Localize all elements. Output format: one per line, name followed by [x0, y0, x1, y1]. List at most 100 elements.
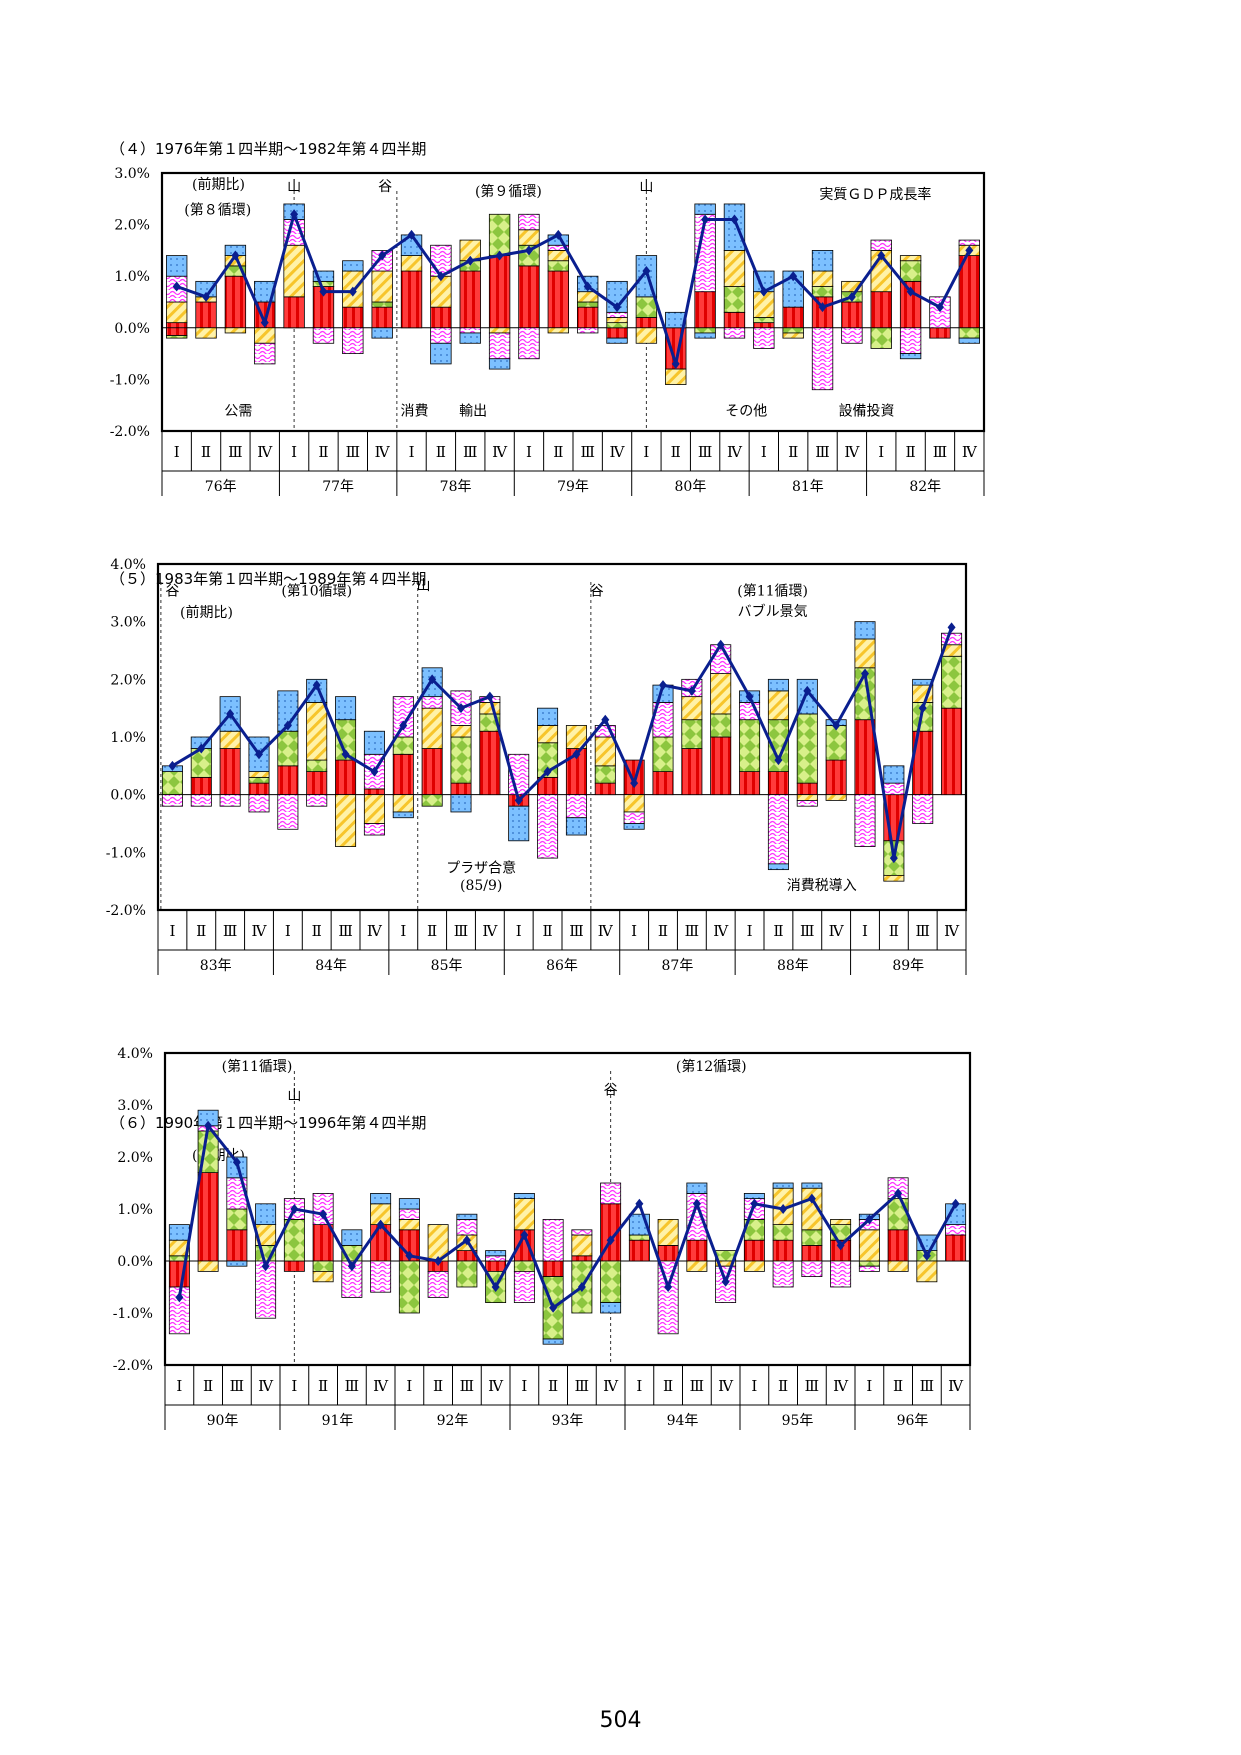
bar-exports [854, 794, 876, 847]
bar-other [883, 765, 905, 784]
gdp-point [428, 674, 437, 685]
gdp-point [716, 639, 725, 650]
year-label: 82年 [909, 479, 941, 495]
quarter-label: Ⅰ [174, 443, 180, 461]
bar-exports [945, 1224, 967, 1236]
quarter-label: Ⅲ [223, 922, 237, 940]
bar-investment [958, 327, 980, 339]
bar-exports [168, 1286, 190, 1335]
bar-exports [427, 1271, 449, 1298]
quarter-label: Ⅲ [915, 922, 929, 940]
bar-exports [657, 1260, 679, 1335]
gdp-point [671, 358, 680, 369]
bar-consumption [190, 776, 212, 796]
bar-other [513, 1192, 535, 1199]
quarter-label: Ⅲ [800, 922, 814, 940]
bar-consumption [459, 270, 481, 329]
gdp-point [635, 1198, 644, 1209]
bar-investment [312, 1260, 334, 1272]
gdp-point [290, 1204, 299, 1214]
bar-other [392, 811, 414, 819]
y-tick-label: -1.0% [113, 1306, 153, 1322]
y-tick-label: -2.0% [110, 424, 150, 440]
bar-public [830, 1219, 852, 1226]
quarter-label: Ⅰ [761, 443, 767, 461]
y-tick-label: 3.0% [110, 615, 146, 631]
bar-public [166, 301, 188, 324]
quarter-label: Ⅲ [575, 1377, 589, 1395]
quarter-label: Ⅳ [844, 443, 860, 461]
annotation: 谷 [590, 584, 604, 600]
bar-consumption [652, 771, 674, 796]
bar-other [542, 1338, 564, 1345]
bar-consumption [248, 782, 270, 796]
bar-public [899, 255, 922, 262]
quarter-label: Ⅰ [409, 443, 415, 461]
bar-consumption [743, 1239, 765, 1262]
year-label: 95年 [782, 1413, 814, 1429]
gdp-point [514, 795, 523, 806]
bar-investment [547, 260, 569, 272]
bar-consumption [400, 270, 423, 329]
bar-investment [858, 1260, 880, 1267]
bar-consumption [710, 736, 732, 796]
annotation: 山 [416, 578, 430, 594]
quarter-label: Ⅳ [373, 1377, 389, 1395]
bar-other [600, 1302, 622, 1314]
gdp-point [730, 214, 739, 225]
y-tick-label: 3.0% [117, 1098, 153, 1114]
year-label: 93年 [552, 1413, 584, 1429]
bar-public [312, 1271, 334, 1283]
bar-other [899, 353, 922, 360]
bar-public [547, 327, 569, 334]
bar-public [782, 332, 804, 339]
gdp-point [399, 720, 408, 731]
bar-exports [342, 327, 364, 355]
quarter-label: Ⅰ [631, 922, 637, 940]
year-label: 94年 [667, 1413, 699, 1429]
bar-exports [398, 1208, 420, 1220]
bar-other [772, 1182, 794, 1189]
quarter-label: Ⅳ [829, 922, 845, 940]
bar-public [248, 771, 270, 778]
bar-other [767, 678, 789, 692]
quarter-label: Ⅲ [685, 922, 699, 940]
bar-exports [565, 794, 587, 819]
bar-public [767, 690, 789, 721]
gdp-point [721, 1276, 730, 1287]
bar-consumption [694, 291, 716, 329]
bar-investment [870, 327, 892, 349]
bar-exports [542, 1219, 564, 1262]
gdp-point [659, 680, 667, 691]
bar-exports [513, 1271, 535, 1304]
bar-other [342, 260, 364, 272]
y-tick-label: 0.0% [117, 1254, 153, 1270]
annotation: その他 [725, 404, 767, 420]
gdp-point [347, 1261, 356, 1272]
bar-consumption [929, 327, 951, 339]
bar-public [623, 794, 645, 813]
y-tick-label: -1.0% [106, 845, 146, 861]
bar-exports [537, 794, 559, 859]
bar-other [723, 203, 746, 251]
quarter-label: Ⅱ [663, 1377, 673, 1395]
gdp-point [865, 1214, 874, 1225]
bar-other [623, 823, 645, 830]
annotation: 山 [287, 1088, 301, 1104]
bar-other [255, 1203, 277, 1225]
quarter-label: Ⅰ [516, 922, 522, 940]
quarter-label: Ⅲ [698, 443, 712, 461]
gdp-point [202, 291, 211, 302]
bar-consumption [594, 782, 616, 796]
bar-exports [312, 1192, 334, 1226]
quarter-label: Ⅳ [492, 443, 508, 461]
bar-other [166, 255, 188, 277]
y-tick-label: 3.0% [114, 166, 150, 182]
bar-other [606, 337, 628, 344]
bar-public [723, 250, 746, 287]
y-tick-label: 1.0% [110, 730, 146, 746]
bar-consumption [753, 322, 775, 329]
bar-other [485, 1250, 507, 1257]
bar-investment [782, 327, 804, 334]
annotation: 谷 [378, 179, 392, 195]
